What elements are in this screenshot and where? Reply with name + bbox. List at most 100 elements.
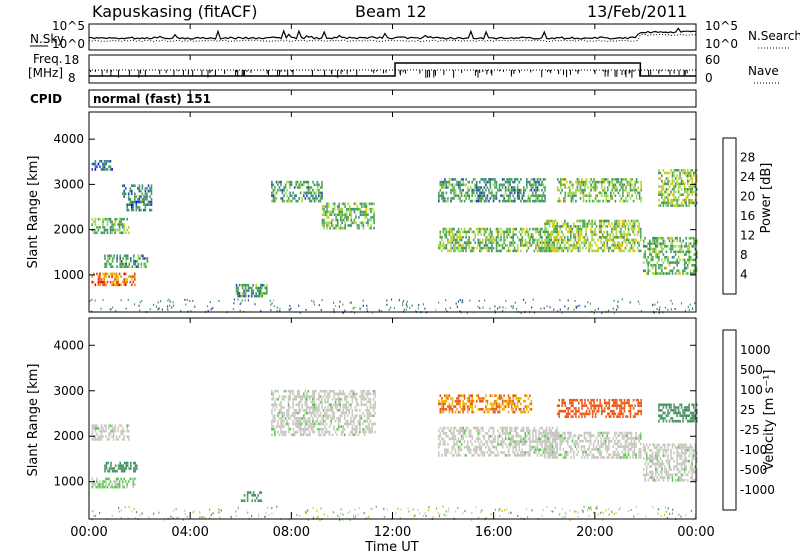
echo-cell [295,199,297,203]
echo-cell [629,404,632,407]
echo-cell [556,225,558,228]
echo-cell [323,221,325,225]
echo-cell [495,454,498,457]
echo-cell [362,210,365,214]
echo-cell [515,233,517,236]
echo-cell [569,188,571,192]
echo-cell [465,244,467,247]
echo-cell [293,430,296,434]
echo-cell [240,499,243,502]
echo-cell [118,435,121,438]
echo-cell [102,283,104,287]
echo-cell [283,406,285,409]
echo-cell [471,394,473,397]
echo-cell [645,245,648,248]
echo-cell [306,419,308,423]
echo-cell [576,409,579,413]
echo-cell [658,193,660,196]
echo-cell [541,241,543,244]
echo-cell [685,201,687,205]
echo-cell [676,204,678,207]
echo-cell [630,219,633,223]
echo-cell [309,406,311,409]
echo-cell [671,245,674,248]
echo-cell [254,303,256,306]
echo-cell [600,186,603,189]
echo-cell [479,399,481,403]
echo-cell [289,389,291,393]
echo-cell [365,425,367,428]
echo-cell [309,430,311,434]
echo-cell [603,246,605,250]
echo-cell [315,183,317,187]
echo-cell [471,199,473,203]
echo-cell [477,233,480,236]
echo-cell [102,485,104,489]
echo-cell [689,255,692,259]
echo-cell [480,194,483,197]
echo-cell [509,244,511,247]
echo-cell [662,272,665,275]
echo-cell [512,410,514,414]
echo-cell [111,280,113,284]
echo-cell [466,410,469,414]
echo-cell [118,228,121,232]
echo-cell [102,272,104,276]
echo-cell [304,389,307,393]
echo-cell [442,227,445,231]
echo-cell [109,308,111,311]
echo-cell [560,238,563,242]
echo-cell [451,238,454,242]
echo-cell [497,241,499,244]
echo-cell [587,301,589,304]
echo-cell [591,412,594,416]
echo-cell [520,440,522,443]
echo-cell [218,300,220,302]
echo-cell [445,230,448,234]
echo-cell [453,454,455,457]
echo-cell [123,272,125,276]
echo-cell [439,443,442,446]
echo-cell [237,289,239,292]
echo-cell [608,183,611,187]
echo-cell [479,249,481,253]
echo-cell [465,194,467,197]
echo-cell [513,186,516,189]
echo-cell [442,429,445,432]
echo-cell [638,244,640,247]
echo-cell [623,230,625,234]
echo-cell [510,429,513,432]
date-title: 13/Feb/2011 [587,2,687,21]
echo-cell [457,180,460,184]
echo-cell [296,430,299,434]
echo-cell [581,188,583,192]
echo-cell [661,174,663,177]
echo-cell [261,283,264,287]
echo-cell [696,193,698,196]
echo-cell [356,205,359,208]
echo-cell [444,236,446,239]
echo-cell [610,194,612,197]
echo-cell [676,250,678,254]
echo-cell [454,443,457,446]
echo-cell [629,407,632,410]
echo-cell [535,429,537,432]
echo-cell [465,191,467,195]
echo-cell [351,395,354,398]
echo-cell [693,236,695,240]
echo-cell [550,219,552,223]
echo-cell [640,401,642,405]
echo-cell [255,292,257,295]
echo-cell [585,178,588,181]
echo-cell [566,180,568,184]
echo-cell [516,197,519,200]
nave-tick-high: 60 [705,53,720,67]
echo-cell [477,186,480,189]
echo-cell [127,480,130,483]
echo-cell [561,398,563,402]
echo-cell [121,280,124,284]
echo-cell [688,261,690,264]
echo-cell [277,414,279,417]
echo-cell [451,178,454,181]
echo-cell [371,216,374,219]
